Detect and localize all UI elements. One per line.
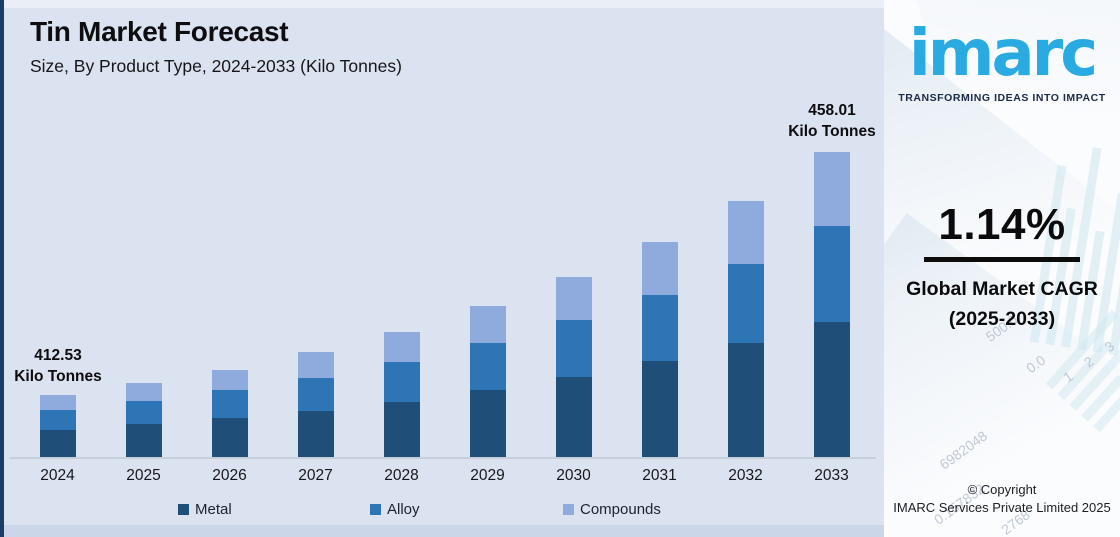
bar-2026 <box>211 370 248 458</box>
annotation-2024-unit: Kilo Tonnes <box>14 368 102 385</box>
copyright-line2: IMARC Services Private Limited 2025 <box>893 500 1111 515</box>
bar-segment-compounds-2025 <box>125 383 162 401</box>
bar-segment-metal-2025 <box>125 424 162 458</box>
bar-2030 <box>555 277 592 458</box>
bar-2033 <box>813 152 850 458</box>
bar-2025 <box>125 383 162 458</box>
bar-segment-metal-2026 <box>211 418 248 458</box>
annotation-2033: 458.01 Kilo Tonnes <box>770 100 894 142</box>
imarc-logo: imarc TRANSFORMING IDEAS INTO IMPACT <box>884 16 1120 104</box>
x-axis-label-2024: 2024 <box>40 467 75 484</box>
bar-segment-metal-2031 <box>641 361 678 458</box>
bar-segment-compounds-2026 <box>211 370 248 390</box>
bar-2024 <box>39 395 76 458</box>
bar-segment-metal-2033 <box>813 322 850 458</box>
watermark-number: 0.0 <box>1023 351 1049 377</box>
legend-item-metal: Metal <box>178 501 232 518</box>
imarc-logo-text: imarc <box>908 17 1098 91</box>
bar-segment-compounds-2029 <box>469 306 506 343</box>
x-axis-label-2033: 2033 <box>814 467 849 484</box>
x-axis-label-2026: 2026 <box>212 467 247 484</box>
bar-segment-metal-2027 <box>297 411 334 458</box>
bar-segment-alloy-2025 <box>125 401 162 424</box>
bar-2028 <box>383 332 420 458</box>
bar-segment-metal-2032 <box>727 343 764 458</box>
stacked-bar-chart <box>39 152 850 458</box>
bar-segment-alloy-2024 <box>39 410 76 430</box>
bar-segment-alloy-2026 <box>211 390 248 418</box>
bar-segment-alloy-2032 <box>727 264 764 343</box>
cagr-label-line1: Global Market CAGR <box>906 278 1098 300</box>
cagr-divider <box>924 257 1080 262</box>
bar-2029 <box>469 306 506 458</box>
bar-segment-alloy-2030 <box>555 320 592 377</box>
x-axis-label-2029: 2029 <box>470 467 505 484</box>
bar-segment-compounds-2032 <box>727 201 764 264</box>
bar-segment-alloy-2028 <box>383 362 420 402</box>
chart-title: Tin Market Forecast <box>30 16 289 47</box>
top-strip <box>0 0 884 8</box>
copyright-line1: © Copyright <box>967 482 1037 497</box>
bar-segment-compounds-2028 <box>383 332 420 362</box>
bar-segment-alloy-2033 <box>813 226 850 322</box>
legend-item-alloy: Alloy <box>370 501 420 518</box>
legend-swatch-metal <box>178 504 189 515</box>
x-axis-label-2025: 2025 <box>126 467 161 484</box>
annotation-2024-value: 412.53 <box>34 347 82 364</box>
bar-segment-compounds-2031 <box>641 242 678 295</box>
chart-panel: Tin Market Forecast Size, By Product Typ… <box>0 0 884 537</box>
bar-segment-compounds-2024 <box>39 395 76 410</box>
legend-swatch-alloy <box>370 504 381 515</box>
annotation-2024: 412.53 Kilo Tonnes <box>0 345 120 387</box>
bar-2031 <box>641 242 678 458</box>
legend-label-alloy: Alloy <box>387 501 420 518</box>
bar-segment-compounds-2033 <box>813 152 850 226</box>
cagr-block: 1.14% Global Market CAGR (2025-2033) <box>884 200 1120 334</box>
bar-2027 <box>297 352 334 458</box>
legend-item-compounds: Compounds <box>563 501 661 518</box>
bar-segment-metal-2028 <box>383 402 420 458</box>
bar-segment-alloy-2031 <box>641 295 678 361</box>
copyright: © Copyright IMARC Services Private Limit… <box>884 481 1120 517</box>
x-axis-label-2027: 2027 <box>298 467 333 484</box>
annotation-2033-value: 458.01 <box>808 102 856 119</box>
chart-subtitle: Size, By Product Type, 2024-2033 (Kilo T… <box>30 56 402 76</box>
bar-segment-compounds-2030 <box>555 277 592 320</box>
bar-segment-alloy-2029 <box>469 343 506 390</box>
legend-label-compounds: Compounds <box>580 501 661 518</box>
x-axis-label-2028: 2028 <box>384 467 419 484</box>
legend-swatch-compounds <box>563 504 574 515</box>
x-axis-label-2030: 2030 <box>556 467 591 484</box>
bar-segment-metal-2030 <box>555 377 592 458</box>
cagr-label-line2: (2025-2033) <box>948 308 1056 330</box>
legend-label-metal: Metal <box>195 501 232 518</box>
x-axis-label-2031: 2031 <box>642 467 677 484</box>
imarc-logo-tagline: TRANSFORMING IDEAS INTO IMPACT <box>898 92 1106 104</box>
x-axis-line <box>10 457 876 459</box>
bar-2032 <box>727 201 764 458</box>
bar-segment-alloy-2027 <box>297 378 334 411</box>
bar-segment-compounds-2027 <box>297 352 334 378</box>
bar-segment-metal-2029 <box>469 390 506 458</box>
annotation-2033-unit: Kilo Tonnes <box>788 123 876 140</box>
left-border <box>0 0 4 537</box>
cagr-value: 1.14% <box>938 200 1066 249</box>
x-axis-label-2032: 2032 <box>728 467 763 484</box>
watermark-number: 6982048 <box>936 427 991 473</box>
bar-segment-metal-2024 <box>39 430 76 458</box>
sidebar: 500.0 0.0 1 2 3 4 6982048 0.157832 2768 … <box>884 0 1120 537</box>
bottom-band <box>0 525 884 537</box>
